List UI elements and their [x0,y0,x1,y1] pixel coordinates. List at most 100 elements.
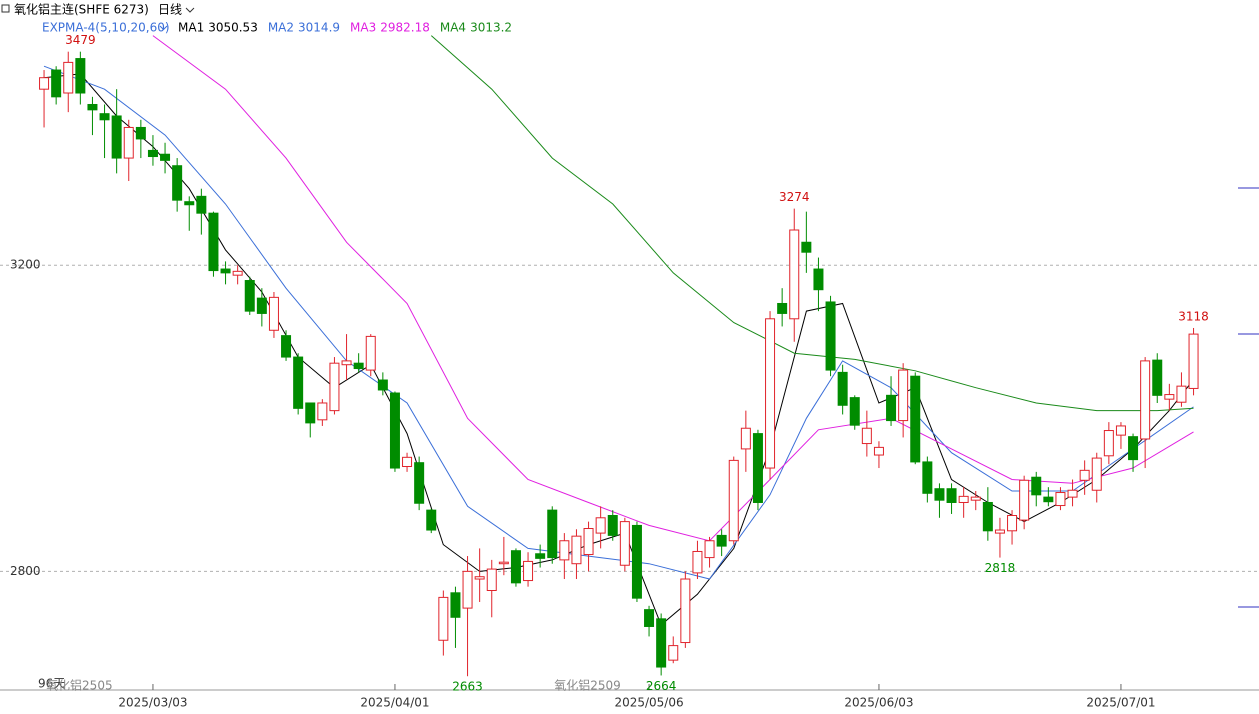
legend-value: 3014.9 [298,21,340,35]
candle-body [232,270,243,276]
legend-name: MA1 [178,21,204,35]
legend-value: 3050.53 [208,21,258,35]
candle-body [801,241,812,253]
candle-body [293,356,304,409]
candle-body [414,462,425,504]
candle-body [922,461,933,494]
candle-body [365,335,376,371]
ma-line [43,65,1194,580]
candle-body [777,302,788,314]
indicator-caret[interactable] [159,25,168,31]
candle-body [644,609,655,627]
candle-body [341,360,352,366]
candle-body [970,496,981,501]
candle-body [631,524,642,599]
candle-body [595,517,606,534]
x-tick-label: 2025/03/03 [118,696,187,710]
candle-body [994,529,1005,534]
candle-body [535,553,546,559]
y-tick-label: 2800 [10,564,41,578]
candle-body [849,397,860,426]
legend-name: MA4 [440,21,466,35]
candle-body [63,61,74,94]
y-tick-label: 3200 [10,258,41,272]
legend-value: 3013.2 [470,21,512,35]
candle-body [486,568,497,592]
candle-body [135,126,146,140]
candle-body [75,58,86,94]
legend-value: 2982.18 [380,21,430,35]
window-icon [1,4,10,13]
candle-body [39,77,50,90]
candle-body [196,195,207,214]
candle-body [559,540,570,561]
candle-body [281,335,292,358]
candle-body [946,488,957,503]
candle-body [704,540,715,559]
contract-label: 氧化铝2509 [554,678,621,693]
candle-body [1055,492,1066,507]
candle-body [51,69,62,98]
high-label: 3274 [779,190,810,204]
candle-body [172,165,183,201]
candle-body [813,268,824,291]
candle-body [765,318,776,469]
candle-body [377,379,388,391]
candle-body [474,576,485,580]
candle-body [389,392,400,469]
period-caret[interactable] [185,7,195,13]
candle-body [87,103,98,111]
x-tick-label: 2025/06/03 [844,696,913,710]
candle-body [123,126,134,159]
candle-body [958,495,969,503]
title: 氧化铝主连(SHFE 6273) [14,2,149,17]
candle-body [656,618,667,668]
candle-body [305,402,316,424]
candle-body [886,394,897,422]
grid: 2800 3200 2025/03/03 2025/04/01 2025/05/06 20… [0,258,1259,710]
candle-body [99,113,110,121]
candle-body [910,375,921,463]
candle-body [462,570,473,609]
candle-body [752,433,763,503]
candle-body [873,446,884,456]
candle-body [450,592,461,618]
candle-body [147,149,158,158]
candle-body [220,268,231,274]
x-tick-label: 2025/05/06 [614,696,683,710]
candle-body [402,456,413,468]
candles [39,51,1199,677]
candle-body [837,371,848,406]
candle-body [1188,333,1199,389]
candle-body [1128,436,1139,461]
candle-body [256,297,267,314]
candle-body [619,521,630,566]
low-label: 2663 [452,680,483,694]
candle-body [1115,425,1126,436]
candle-body [1164,394,1175,400]
x-tick-label: 2025/07/01 [1086,696,1155,710]
period[interactable]: 日线 [158,3,182,17]
indicator-name[interactable]: EXPMA-4(5,10,20,60) [42,21,170,35]
low-label: 2818 [985,561,1016,575]
candle-body [510,550,521,584]
high-label: 3118 [1178,309,1209,323]
low-label: 2664 [646,679,677,693]
candle-body [1019,479,1030,521]
candle-body [789,229,800,320]
candle-body [740,427,751,450]
ma-line [430,35,1194,412]
candle-body [716,534,727,547]
candle-body [668,645,679,661]
candle-body [244,280,255,312]
candle-body [1067,489,1078,498]
candle-body [1031,476,1042,496]
candle-body [583,528,594,556]
legend-name: MA2 [268,21,294,35]
high-label: 3479 [65,33,96,47]
candle-body [982,501,993,532]
candle-body [1140,360,1151,440]
candle-body [1007,514,1018,532]
